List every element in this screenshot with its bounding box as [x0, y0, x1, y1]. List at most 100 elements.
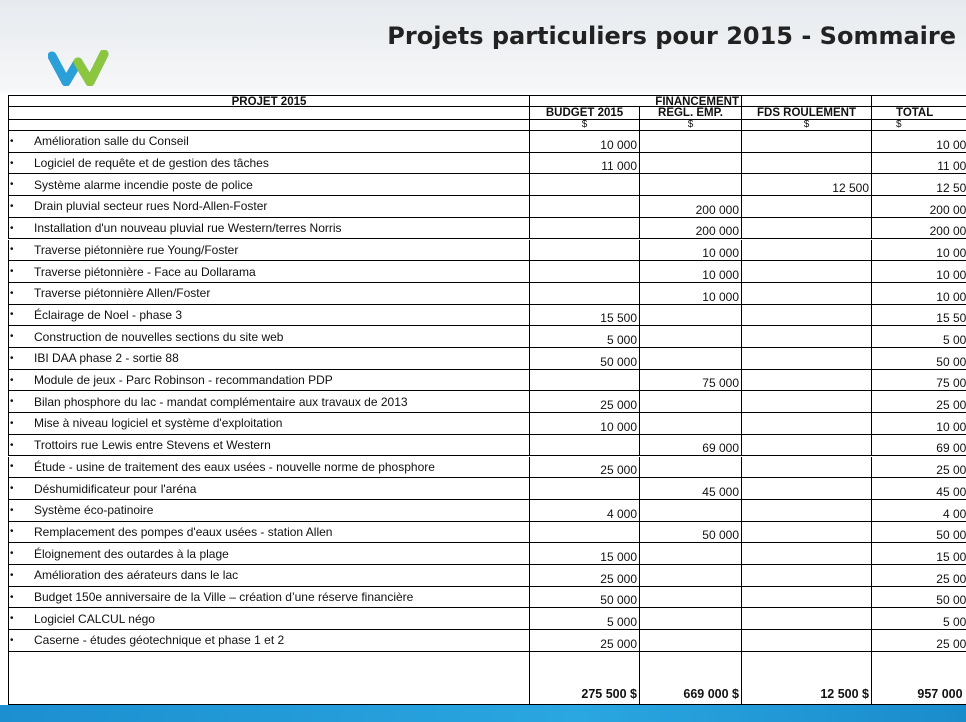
project-cell: • Logiciel de requête et de gestion des t… — [8, 152, 530, 175]
bullet: • — [10, 135, 14, 147]
amount-cell — [640, 152, 742, 175]
amount-cell-text: 50 000 — [600, 593, 637, 608]
project-cell: • Amélioration salle du Conseil — [8, 131, 530, 153]
unit-label-text: $ — [581, 120, 588, 130]
amount-cell: 75 000 — [640, 369, 742, 392]
amount-cell-text: 50 000 — [600, 354, 637, 369]
amount-cell-text: 69 000 — [936, 441, 966, 456]
bullet: • — [10, 634, 14, 646]
bullet: • — [10, 374, 14, 386]
bullet: • — [10, 157, 14, 169]
amount-cell — [640, 174, 742, 197]
project-cell: • Logiciel CALCUL négo — [8, 608, 530, 631]
project-cell: • Traverse piétonnière - Face au Dollaram… — [8, 261, 530, 283]
project-cell-text: Logiciel de requête et de gestion des tâ… — [34, 156, 269, 171]
logo-w-accent — [73, 50, 109, 86]
amount-cell — [640, 565, 742, 587]
total-cell: 957 000 $ — [872, 652, 966, 705]
amount-cell — [640, 630, 742, 652]
amount-cell — [530, 478, 640, 500]
amount-cell: 15 500 — [530, 304, 640, 327]
amount-cell — [640, 543, 742, 565]
amount-cell-text: 25 000 — [936, 571, 966, 586]
amount-cell — [530, 369, 640, 392]
amount-cell-text: 10 000 — [702, 246, 739, 261]
bullet: • — [10, 613, 14, 625]
head-empty — [742, 95, 872, 107]
project-cell: • Système éco-patinoire — [8, 499, 530, 522]
project-cell-text: Mise à niveau logiciel et système d'expl… — [34, 416, 283, 431]
amount-cell-text: 50 000 — [702, 528, 739, 543]
amount-cell-text: 10 000 — [600, 137, 637, 152]
amount-cell — [742, 348, 872, 370]
amount-cell: 200 000 — [872, 218, 966, 240]
amount-cell: 10 000 — [530, 413, 640, 435]
column-header-text: FDS ROULEMENT — [756, 107, 857, 119]
amount-cell — [742, 326, 872, 348]
project-cell-text: Déshumidificateur pour l'aréna — [34, 481, 197, 496]
bullet: • — [10, 309, 14, 321]
total-empty — [8, 651, 530, 705]
amount-cell: 45 000 — [872, 478, 966, 500]
project-cell-text: Éloignement des outardes à la plage — [34, 546, 229, 561]
project-cell-text: Trottoirs rue Lewis entre Stevens et Wes… — [34, 438, 271, 453]
project-cell: • Déshumidificateur pour l'aréna — [8, 478, 530, 500]
amount-cell — [530, 282, 640, 305]
project-cell: • Traverse piétonnière Allen/Foster — [8, 282, 530, 305]
amount-cell-text: 50 000 — [936, 593, 966, 608]
project-cell: • Remplacement des pompes d'eaux usées - … — [8, 521, 530, 544]
project-cell: • Éloignement des outardes à la plage — [8, 543, 530, 565]
footer-band — [0, 705, 966, 722]
amount-cell: 10 000 — [640, 239, 742, 262]
amount-cell: 10 000 — [640, 282, 742, 305]
amount-cell — [742, 196, 872, 218]
amount-cell: 69 000 — [640, 434, 742, 457]
bullet: • — [10, 266, 14, 278]
amount-cell: 45 000 — [640, 478, 742, 500]
amount-cell — [742, 543, 872, 565]
amount-cell-text: 200 000 — [695, 202, 739, 217]
amount-cell: 200 000 — [640, 196, 742, 218]
head-empty — [8, 107, 530, 120]
amount-cell — [640, 608, 742, 631]
column-header: REGL. EMP. — [640, 107, 742, 120]
amount-cell — [530, 174, 640, 197]
amount-cell-text: 11 000 — [601, 159, 637, 174]
project-cell-text: Remplacement des pompes d'eaux usées - s… — [34, 524, 333, 539]
project-cell-text: Étude - usine de traitement des eaux usé… — [34, 459, 435, 474]
amount-cell — [640, 586, 742, 609]
amount-cell-text: 11 000 — [937, 159, 966, 174]
amount-cell-text: 200 000 — [695, 224, 739, 239]
amount-cell — [742, 391, 872, 414]
amount-cell-text: 15 500 — [936, 311, 966, 326]
unit-label: $ — [872, 120, 966, 131]
amount-cell: 5 000 — [872, 608, 966, 631]
total-cell-text: 669 000 $ — [683, 686, 739, 701]
project-cell-text: Système éco-patinoire — [34, 503, 154, 518]
amount-cell-text: 25 000 — [600, 636, 637, 651]
column-header-text: BUDGET 2015 — [545, 107, 624, 119]
amount-cell: 10 000 — [640, 261, 742, 283]
amount-cell — [742, 499, 872, 522]
amount-cell: 10 000 — [872, 261, 966, 283]
amount-cell-text: 15 500 — [600, 311, 637, 326]
amount-cell-text: 15 000 — [600, 549, 637, 564]
project-cell-text: Construction de nouvelles sections du si… — [34, 329, 284, 344]
amount-cell — [640, 456, 742, 479]
amount-cell-text: 12 500 — [936, 181, 966, 196]
amount-cell: 10 000 — [530, 131, 640, 153]
unit-empty — [8, 120, 530, 131]
amount-cell-text: 15 000 — [936, 549, 966, 564]
unit-label: $ — [640, 120, 742, 131]
amount-cell — [640, 348, 742, 370]
amount-cell-text: 25 000 — [600, 398, 637, 413]
amount-cell: 12 500 — [742, 174, 872, 197]
amount-cell-text: 10 000 — [702, 267, 739, 282]
amount-cell: 25 000 — [872, 391, 966, 414]
project-cell: • Construction de nouvelles sections du s… — [8, 326, 530, 348]
head-financing-text: FINANCEMENT — [655, 96, 739, 107]
unit-label-text: $ — [803, 120, 810, 130]
bullet: • — [10, 483, 14, 495]
amount-cell: 11 000 — [872, 153, 966, 175]
project-cell: • Mise à niveau logiciel et système d'exp… — [8, 413, 530, 435]
